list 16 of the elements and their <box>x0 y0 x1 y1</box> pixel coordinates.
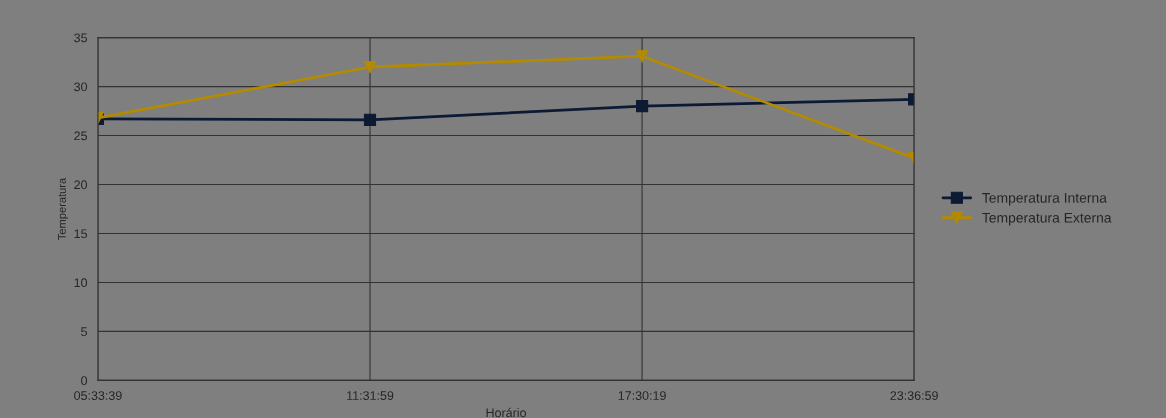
y-tick-label: 25 <box>74 131 87 141</box>
x-tick-label: 23:36:59 <box>890 391 938 400</box>
y-axis-title: Temperatura <box>58 177 69 240</box>
legend-label: Temperatura Interna <box>982 193 1107 206</box>
y-tick-label: 15 <box>74 229 87 239</box>
x-tick-label: 11:31:59 <box>347 391 394 400</box>
x-tick-label: 05:33:39 <box>74 391 122 400</box>
x-axis-title: Horário <box>486 407 527 418</box>
x-tick-label: 17:30:19 <box>618 391 666 400</box>
y-tick-label: 35 <box>74 33 87 43</box>
y-tick-label: 5 <box>81 327 87 337</box>
y-tick-label: 30 <box>74 82 88 92</box>
y-tick-label: 10 <box>74 278 88 288</box>
y-tick-label: 0 <box>81 376 88 386</box>
legend-label: Temperatura Externa <box>982 212 1112 226</box>
y-tick-label: 20 <box>74 180 88 190</box>
